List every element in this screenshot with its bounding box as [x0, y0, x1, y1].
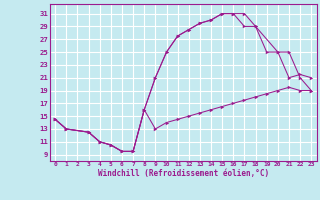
X-axis label: Windchill (Refroidissement éolien,°C): Windchill (Refroidissement éolien,°C)	[98, 169, 269, 178]
